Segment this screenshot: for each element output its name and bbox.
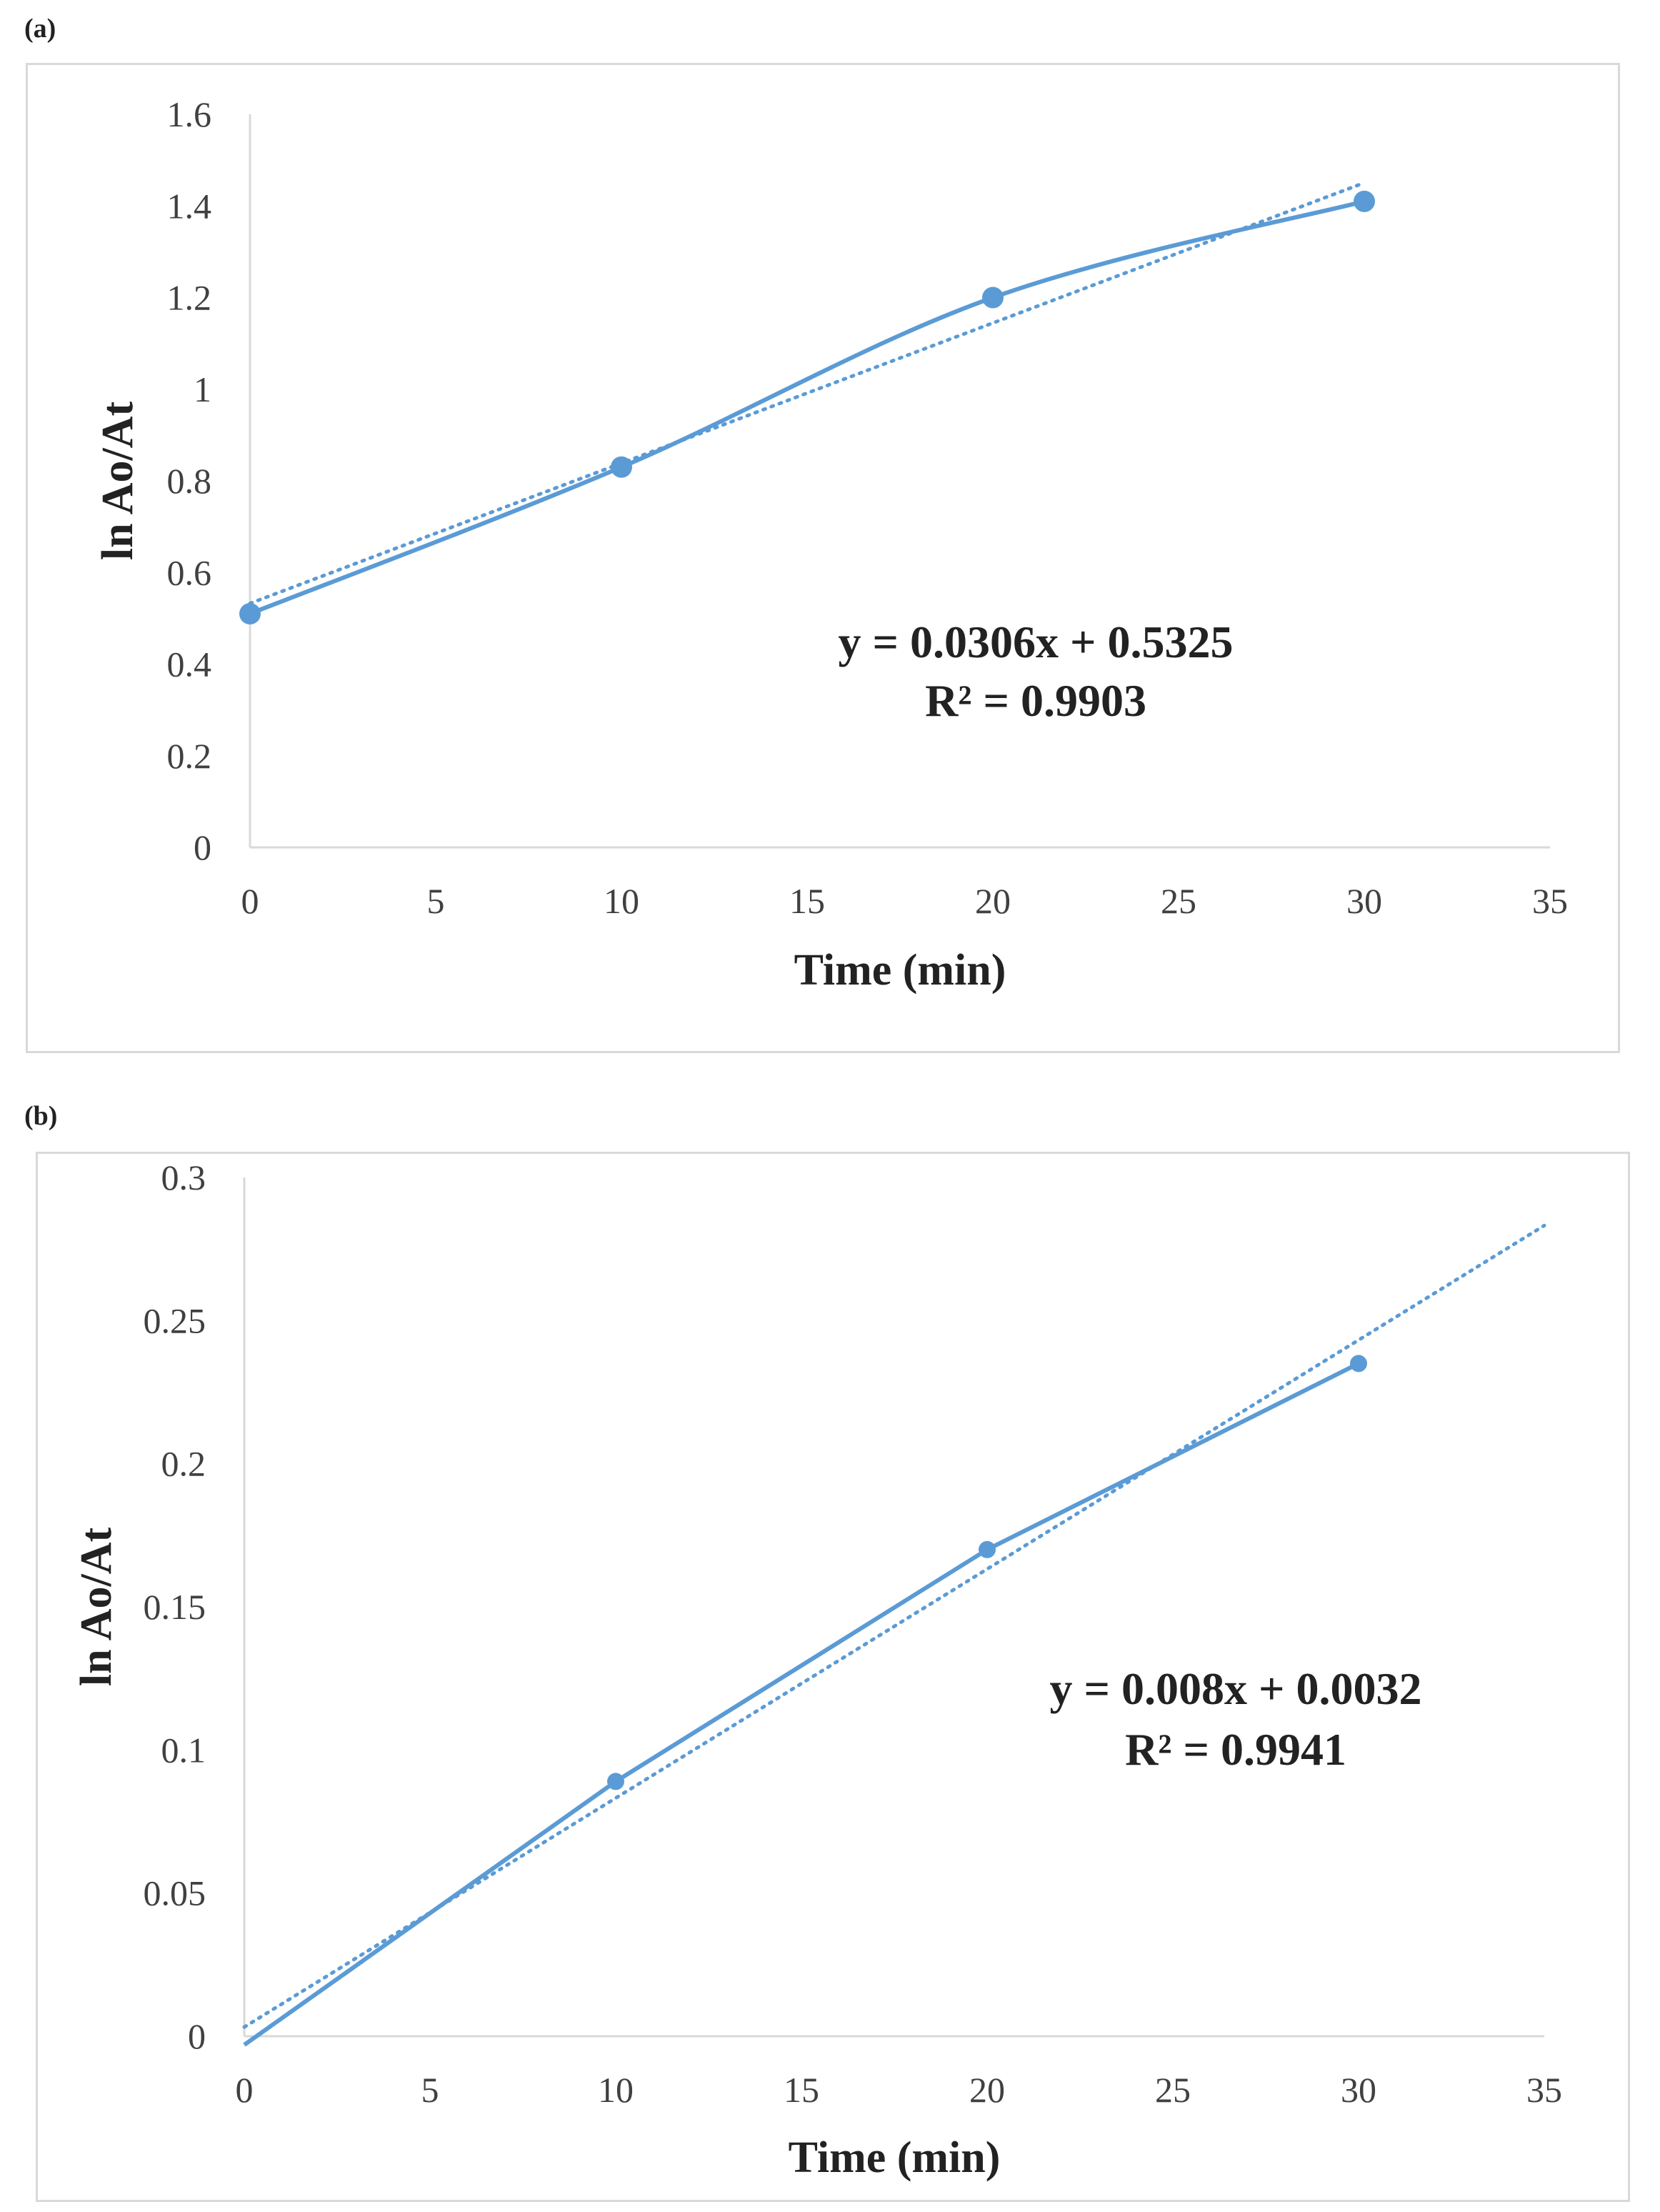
x-tick-label: 35 [1526, 2070, 1562, 2110]
y-tick-label: 0.2 [167, 736, 212, 776]
x-tick-label: 5 [421, 2070, 439, 2110]
data-point [611, 456, 632, 478]
x-tick-label: 0 [241, 881, 259, 921]
trendline [242, 1223, 1546, 2029]
x-tick-label: 0 [236, 2070, 254, 2110]
x-tick-label: 25 [1161, 881, 1196, 921]
trendline-equation: y = 0.008x + 0.0032 [1050, 1663, 1422, 1714]
y-tick-label: 0.15 [144, 1587, 206, 1627]
series-line [243, 1361, 1360, 2047]
y-tick-label: 0.8 [167, 461, 212, 501]
y-tick-label: 0.25 [144, 1300, 206, 1340]
data-point [607, 1773, 624, 1790]
x-tick-label: 15 [784, 2070, 819, 2110]
y-tick-label: 1.4 [167, 186, 212, 226]
x-tick-label: 30 [1341, 2070, 1376, 2110]
x-tick-label: 25 [1155, 2070, 1191, 2110]
chart-a-frame [26, 63, 1620, 1053]
y-tick-label: 1 [194, 369, 211, 409]
x-tick-label: 35 [1532, 881, 1568, 921]
data-point [1354, 190, 1375, 212]
x-tick-label: 15 [789, 881, 825, 921]
y-tick-label: 0 [188, 2016, 206, 2056]
y-axis-title: ln Ao/At [94, 402, 142, 561]
r-squared-value: R² = 0.9941 [1125, 1724, 1346, 1775]
y-tick-label: 0.4 [167, 644, 212, 684]
panel-a-label: (a) [24, 14, 56, 44]
x-tick-label: 5 [427, 881, 445, 921]
chart-b-frame [36, 1152, 1630, 2202]
data-point [239, 602, 261, 624]
data-point [982, 287, 1004, 309]
y-tick-label: 1.6 [167, 94, 212, 134]
series-line [249, 199, 1365, 616]
y-tick-label: 0.05 [144, 1873, 206, 1913]
x-tick-label: 20 [975, 881, 1011, 921]
y-tick-label: 0.3 [161, 1157, 206, 1197]
y-tick-label: 0.2 [161, 1444, 206, 1484]
x-axis-title: Time (min) [789, 2133, 1001, 2182]
trendline [248, 181, 1366, 606]
y-tick-label: 0 [194, 827, 211, 867]
y-axis-title: ln Ao/At [72, 1528, 121, 1687]
x-tick-label: 30 [1346, 881, 1382, 921]
y-tick-label: 0.6 [167, 552, 212, 592]
data-point [1350, 1355, 1367, 1372]
x-tick-label: 10 [604, 881, 639, 921]
x-tick-label: 10 [598, 2070, 634, 2110]
data-point [979, 1540, 996, 1558]
y-tick-label: 1.2 [167, 278, 212, 318]
panel-b-label: (b) [24, 1101, 58, 1131]
x-axis-title: Time (min) [794, 946, 1006, 995]
x-tick-label: 20 [969, 2070, 1005, 2110]
r-squared-value: R² = 0.9903 [925, 675, 1146, 726]
y-tick-label: 0.1 [161, 1730, 206, 1770]
trendline-equation: y = 0.0306x + 0.5325 [839, 617, 1234, 667]
